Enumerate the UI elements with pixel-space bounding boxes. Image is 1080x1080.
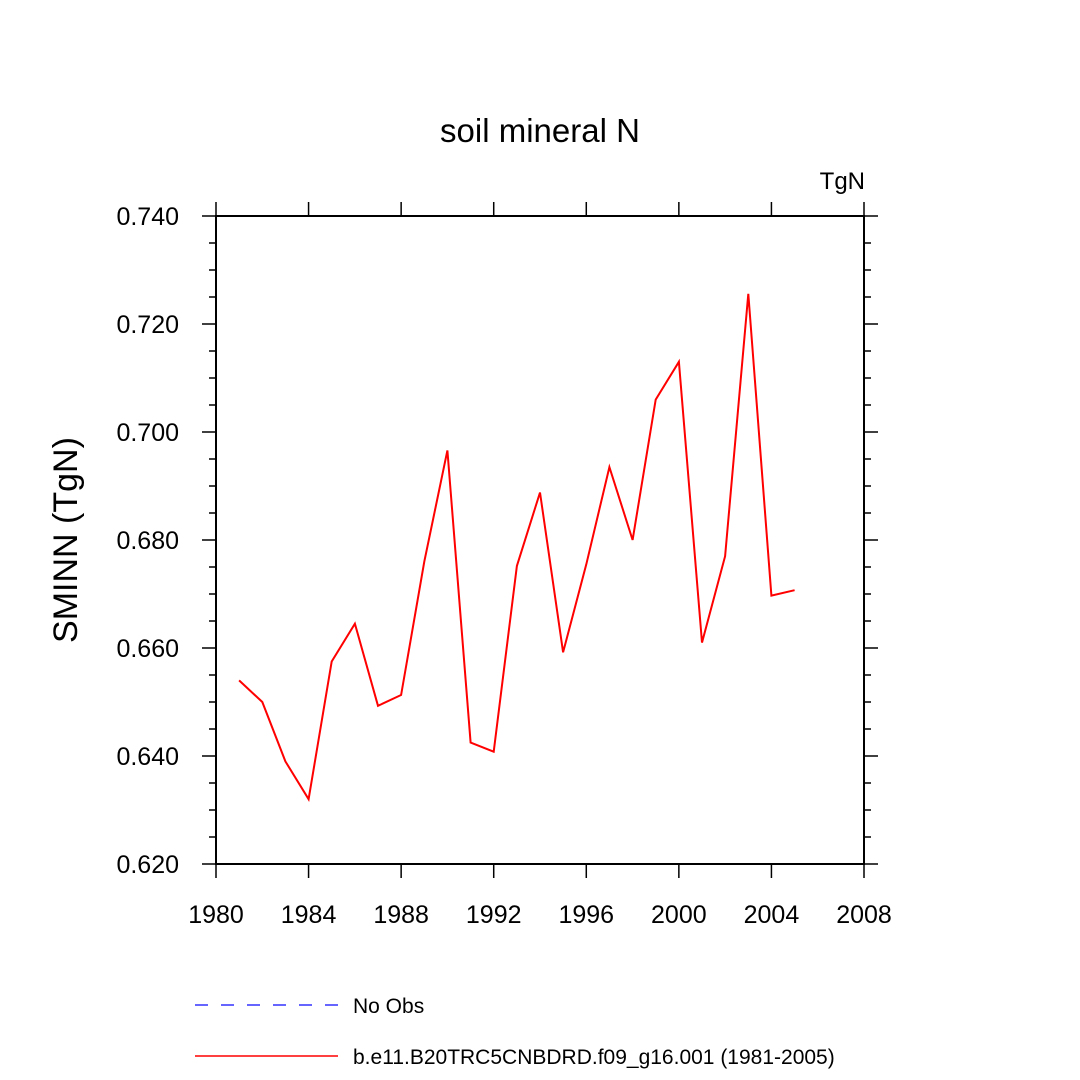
x-tick-label: 1988 <box>373 901 429 929</box>
axis-ticks: 1980 1984 1988 1992 1996 2000 2004 2008 0.620 0.6… <box>116 202 892 929</box>
x-tick-label: 1992 <box>466 901 522 929</box>
x-tick-label: 2000 <box>651 901 707 929</box>
y-tick-label: 0.660 <box>116 635 179 663</box>
plot-frame <box>215 215 865 865</box>
y-tick-label: 0.620 <box>116 851 179 879</box>
x-tick-label: 2008 <box>836 901 892 929</box>
y-tick-label: 0.640 <box>116 743 179 771</box>
series-line <box>238 293 795 802</box>
legend-label: b.e11.B20TRC5CNBDRD.f09_g16.001 (1981-20… <box>353 1046 835 1069</box>
x-tick-label: 1980 <box>188 901 244 929</box>
chart-title: soil mineral N <box>440 112 640 149</box>
legend-label: No Obs <box>353 995 424 1018</box>
x-tick-label: 1996 <box>558 901 614 929</box>
series-layer <box>238 293 795 802</box>
y-tick-label: 0.700 <box>116 419 179 447</box>
y-axis-label: SMINN (TgN) <box>47 437 85 643</box>
legend: No Obs b.e11.B20TRC5CNBDRD.f09_g16.001 (1… <box>195 995 835 1069</box>
x-tick-label: 1984 <box>281 901 337 929</box>
y-tick-label: 0.680 <box>116 527 179 555</box>
x-tick-label: 2004 <box>744 901 800 929</box>
y-tick-label: 0.720 <box>116 311 179 339</box>
units-label: TgN <box>820 168 865 195</box>
y-tick-label: 0.740 <box>116 203 179 231</box>
